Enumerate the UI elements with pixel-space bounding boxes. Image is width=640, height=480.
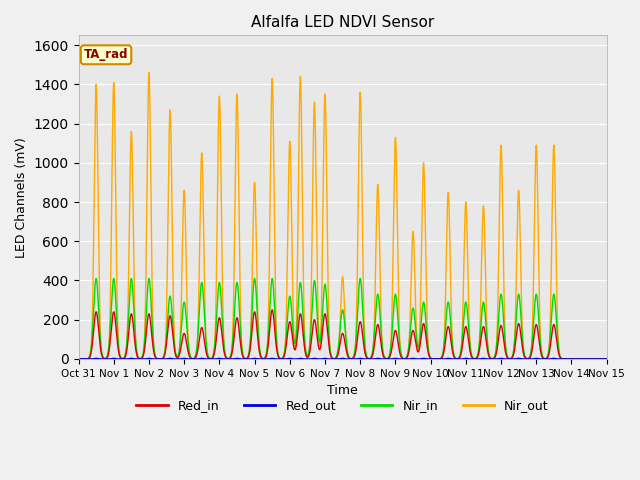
- Red_in: [75, 356, 83, 362]
- Line: Red_in: Red_in: [79, 310, 607, 359]
- Red_out: [75, 356, 83, 362]
- Red_out: [602, 356, 609, 362]
- Red_out: [534, 356, 541, 361]
- Nir_out: [312, 172, 320, 178]
- Nir_out: [602, 356, 609, 362]
- Line: Nir_in: Nir_in: [79, 278, 607, 359]
- Red_out: [596, 356, 604, 362]
- Red_in: [268, 307, 276, 313]
- Title: Alfalfa LED NDVI Sensor: Alfalfa LED NDVI Sensor: [251, 15, 434, 30]
- Nir_out: [548, 212, 556, 218]
- Nir_in: [110, 276, 118, 281]
- Line: Nir_out: Nir_out: [79, 72, 607, 359]
- Nir_in: [603, 356, 611, 362]
- Red_out: [603, 356, 611, 362]
- Nir_out: [412, 303, 419, 309]
- Nir_in: [534, 298, 541, 304]
- Red_out: [312, 356, 320, 361]
- Red_out: [412, 356, 419, 361]
- Red_in: [548, 329, 556, 335]
- Nir_out: [75, 356, 83, 362]
- Text: TA_rad: TA_rad: [84, 48, 128, 61]
- Nir_in: [596, 356, 604, 362]
- Nir_out: [534, 180, 541, 185]
- Nir_out: [145, 70, 153, 75]
- Red_in: [602, 356, 609, 362]
- Nir_out: [596, 356, 604, 362]
- Red_in: [603, 356, 611, 362]
- Red_in: [312, 324, 320, 330]
- Nir_in: [312, 291, 320, 297]
- Nir_in: [412, 325, 419, 331]
- Red_out: [548, 356, 556, 361]
- Nir_in: [75, 356, 83, 362]
- Red_in: [534, 325, 541, 331]
- Red_out: [286, 356, 294, 361]
- X-axis label: Time: Time: [327, 384, 358, 397]
- Nir_in: [548, 305, 556, 311]
- Nir_out: [603, 356, 611, 362]
- Y-axis label: LED Channels (mV): LED Channels (mV): [15, 137, 28, 257]
- Red_in: [412, 339, 419, 345]
- Red_in: [596, 356, 604, 362]
- Nir_in: [602, 356, 609, 362]
- Legend: Red_in, Red_out, Nir_in, Nir_out: Red_in, Red_out, Nir_in, Nir_out: [131, 395, 554, 418]
